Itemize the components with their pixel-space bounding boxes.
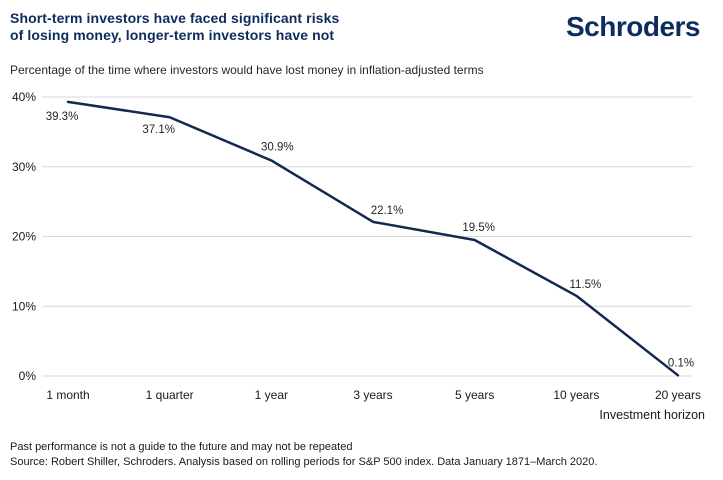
chart-title-line1: Short-term investors have faced signific…	[10, 10, 340, 26]
page-header: Short-term investors have faced signific…	[10, 10, 713, 44]
y-axis-tick-label: 30%	[12, 160, 36, 174]
line-chart: 0% 10% 20% 30% 40% 39.3% 37.1% 30.9% 22.1% 19.5% 1…	[12, 90, 705, 422]
x-axis-tick-label: 10 years	[553, 388, 599, 402]
chart-title: Short-term investors have faced signific…	[10, 10, 339, 44]
data-point-label: 30.9%	[261, 141, 294, 153]
x-axis-tick-label: 1 year	[255, 388, 288, 402]
x-axis-tick-label: 3 years	[353, 388, 392, 402]
y-axis-tick-label: 0%	[19, 369, 37, 383]
data-point-label: 39.3%	[46, 111, 79, 123]
schroders-logo: Schroders	[566, 11, 701, 42]
data-point-label: 22.1%	[371, 205, 404, 217]
data-point-label: 11.5%	[569, 279, 601, 291]
y-axis-tick-label: 10%	[12, 299, 36, 313]
data-point-label: 0.1%	[668, 357, 694, 369]
disclaimer-text: Past performance is not a guide to the f…	[10, 441, 353, 453]
chart-subtitle: Percentage of the time where investors w…	[10, 63, 484, 77]
data-point-label: 37.1%	[142, 124, 175, 136]
x-axis-tick-label: 1 month	[46, 388, 89, 402]
x-axis-tick-label: 1 quarter	[146, 388, 194, 402]
data-line	[66, 100, 680, 377]
x-axis-tick-label: 5 years	[455, 388, 494, 402]
page-footer: Past performance is not a guide to the f…	[10, 440, 713, 470]
y-axis-tick-label: 40%	[12, 90, 36, 104]
x-axis-title: Investment horizon	[599, 408, 705, 422]
chart-title-line2: of losing money, longer-term investors h…	[10, 27, 335, 43]
data-point-label: 19.5%	[462, 222, 495, 234]
source-note: Source: Robert Shiller, Schroders. Analy…	[10, 456, 598, 468]
x-axis-tick-label: 20 years	[655, 388, 701, 402]
y-axis-tick-label: 20%	[12, 230, 36, 244]
